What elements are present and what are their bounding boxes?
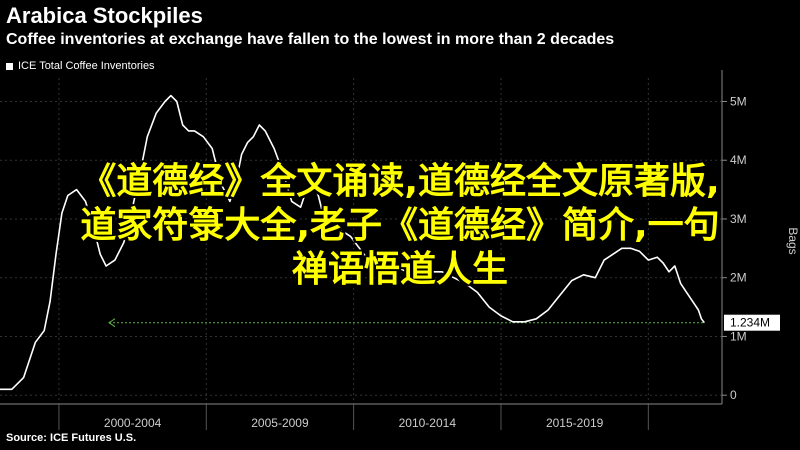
source-note: Source: ICE Futures U.S. (6, 432, 137, 444)
y-tick-label: 1M (730, 329, 747, 343)
last-value-box (724, 314, 780, 331)
overlay-line-3: 禅语悟道人生 (291, 249, 508, 290)
x-tick-label: 2005-2009 (251, 416, 309, 430)
last-value-text: 1.234M (730, 316, 770, 330)
legend-label: ICE Total Coffee Inventories (18, 60, 155, 72)
y-tick-label: 0 (730, 388, 737, 402)
overlay-line-1: 《道德经》全文诵读,道德经全文原著版, (80, 161, 720, 202)
y-tick-label: 4M (730, 153, 747, 167)
x-tick-label: 2010-2014 (399, 416, 457, 430)
y-axis-label: Bags (786, 227, 800, 254)
last-value-label: 1.234M (108, 314, 780, 331)
series-line (0, 94, 705, 391)
legend: ICE Total Coffee Inventories (6, 60, 155, 72)
y-tick-label: 5M (730, 94, 747, 108)
reference-arrow (108, 318, 116, 328)
y-axis: 0 1M 2M 3M 4M 5M Bags (721, 70, 800, 404)
chart-title: Arabica Stockpiles (6, 3, 203, 28)
overlay-line-2: 道家符箓大全,老子《道德经》简介,一句 (80, 205, 720, 246)
x-axis: 2000-2004 2005-2009 2010-2014 2015-2019 (0, 403, 722, 430)
y-tick-label: 3M (730, 212, 747, 226)
grid-lines (0, 78, 722, 404)
x-tick-label: 2015-2019 (546, 416, 604, 430)
y-tick-label: 2M (730, 271, 747, 285)
chart-subtitle: Coffee inventories at exchange have fall… (6, 31, 615, 48)
overlay-text: 《道德经》全文诵读,道德经全文原著版, 道家符箓大全,老子《道德经》简介,一句 … (0, 160, 800, 292)
legend-swatch (6, 62, 13, 70)
x-tick-label: 2000-2004 (104, 416, 162, 430)
